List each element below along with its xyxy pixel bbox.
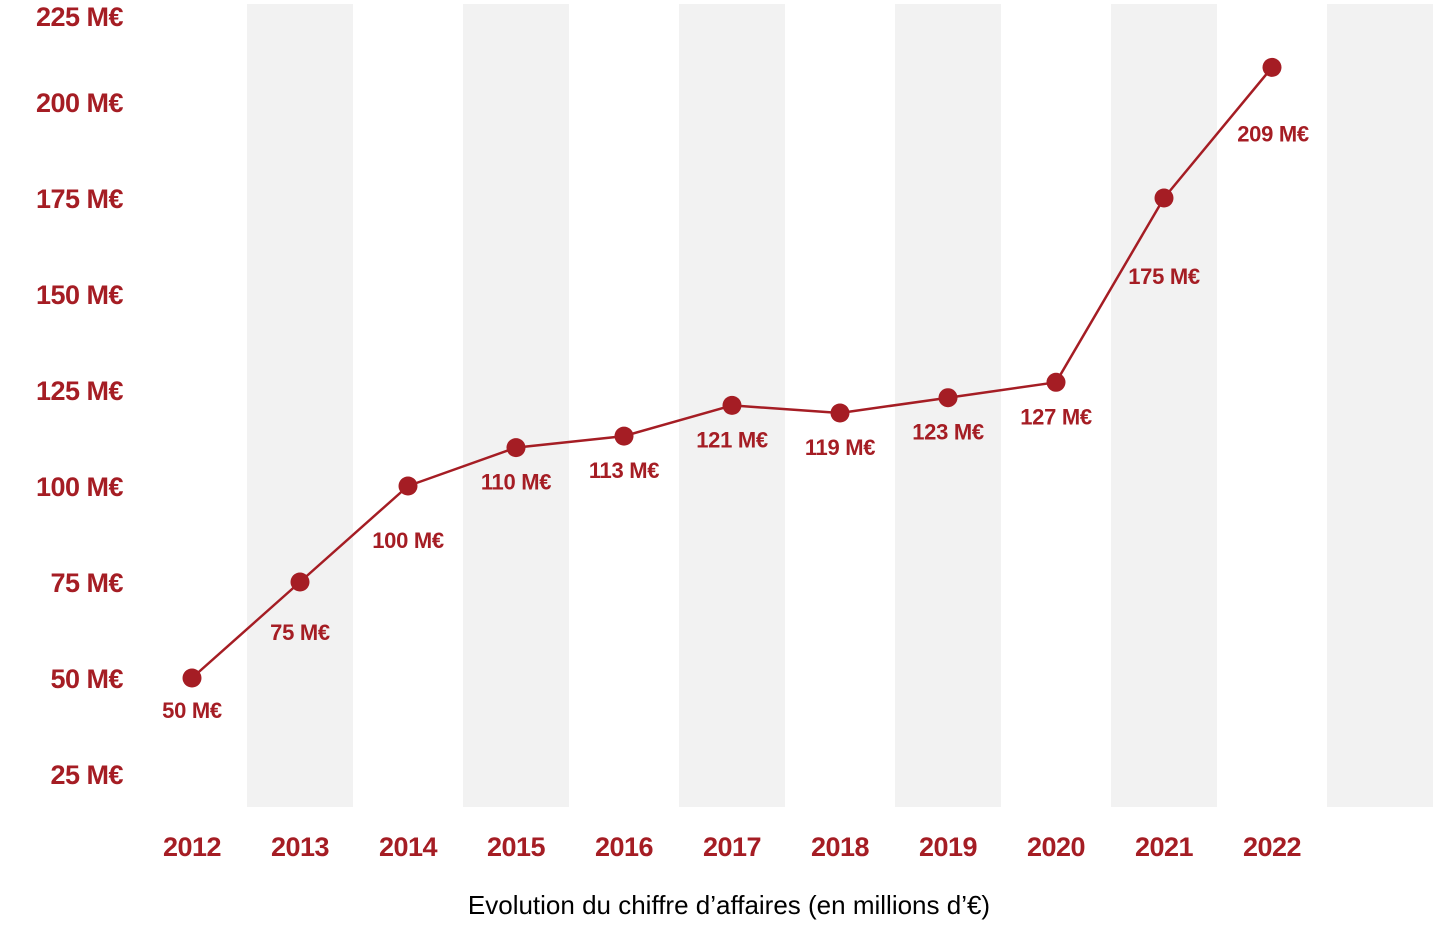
x-tick-label: 2014: [379, 832, 438, 862]
data-point: [938, 388, 958, 408]
data-labels: 50 M€ 75 M€ 100 M€ 110 M€ 113 M€ 121 M€ 119 M€…: [162, 121, 1309, 723]
x-tick-label: 2015: [487, 832, 546, 862]
x-tick-label: 2018: [811, 832, 870, 862]
x-tick-label: 2021: [1135, 832, 1194, 862]
y-tick-label: 75 M€: [50, 568, 123, 598]
data-label: 50 M€: [162, 698, 222, 723]
x-tick-label: 2017: [703, 832, 761, 862]
data-point: [722, 395, 742, 415]
data-label: 121 M€: [696, 427, 768, 452]
background-bands: [247, 4, 1433, 807]
y-tick-label: 100 M€: [36, 472, 124, 502]
x-axis-caption: Evolution du chiffre d’affaires (en mill…: [468, 890, 990, 920]
y-tick-label: 150 M€: [36, 280, 124, 310]
x-tick-label: 2012: [163, 832, 221, 862]
x-axis: 2012 2013 2014 2015 2016 2017 2018 2019 2020 2021…: [163, 832, 1302, 862]
x-tick-label: 2016: [595, 832, 654, 862]
x-tick-label: 2013: [271, 832, 330, 862]
data-label: 113 M€: [589, 458, 659, 483]
series-group: [182, 57, 1282, 688]
background-band: [247, 4, 353, 807]
data-label: 209 M€: [1237, 121, 1309, 146]
y-tick-label: 50 M€: [50, 664, 123, 694]
background-band: [463, 4, 569, 807]
data-label: 175 M€: [1128, 264, 1200, 289]
data-point: [182, 668, 202, 688]
y-tick-label: 200 M€: [36, 88, 124, 118]
data-point: [1154, 188, 1174, 208]
data-label: 110 M€: [481, 470, 551, 495]
y-axis: 225 M€ 200 M€ 175 M€ 150 M€ 125 M€ 100 M€ 75 M…: [36, 2, 124, 790]
y-tick-label: 225 M€: [36, 2, 124, 32]
data-label: 100 M€: [372, 528, 444, 553]
data-label: 119 M€: [805, 435, 875, 460]
data-point: [1262, 57, 1282, 77]
data-point: [506, 438, 526, 458]
data-label: 127 M€: [1020, 404, 1092, 429]
y-tick-label: 175 M€: [36, 184, 124, 214]
background-band: [1111, 4, 1217, 807]
background-band: [1327, 4, 1433, 807]
data-point: [290, 572, 310, 592]
data-point: [614, 426, 634, 446]
x-tick-label: 2019: [919, 832, 978, 862]
data-point: [398, 476, 418, 496]
data-point: [830, 403, 850, 423]
x-tick-label: 2022: [1243, 832, 1301, 862]
data-point: [1046, 372, 1066, 392]
y-tick-label: 25 M€: [50, 760, 123, 790]
data-label: 75 M€: [270, 620, 330, 645]
y-tick-label: 125 M€: [36, 376, 124, 406]
x-tick-label: 2020: [1027, 832, 1085, 862]
data-label: 123 M€: [912, 420, 984, 445]
